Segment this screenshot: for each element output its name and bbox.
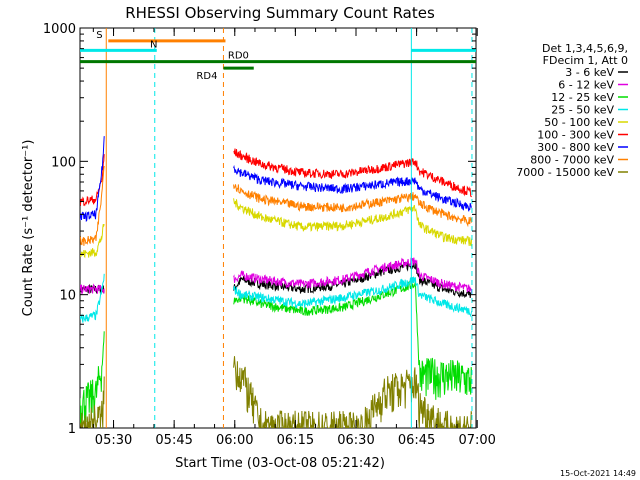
series-line-100-300-kev-2 xyxy=(233,148,472,198)
legend-entry-100-300-kev: 100 - 300 keV xyxy=(537,129,614,142)
y-tick-label-3: 100 xyxy=(51,155,76,170)
indicator-label-s: S xyxy=(96,30,102,41)
series-line-12-25-kev-2 xyxy=(233,280,473,400)
series-line-25-50-kev-2 xyxy=(233,275,473,318)
series-line-25-50-kev-1 xyxy=(80,273,105,323)
timestamp: 15-Oct-2021 14:49 xyxy=(560,469,636,478)
legend-entry-3-6-kev: 3 - 6 keV xyxy=(565,66,614,79)
series-line-800-7000-kev-1 xyxy=(80,165,105,246)
legend-entry-12-25-kev: 12 - 25 keV xyxy=(551,91,614,104)
x-axis-label: Start Time (03-Oct-08 05:21:42) xyxy=(175,456,385,471)
x-tick-label-6: 06:45 xyxy=(398,433,435,448)
x-tick-label-2: 05:45 xyxy=(155,433,192,448)
indicator-label-rd0: RD0 xyxy=(228,51,249,62)
x-tick-label-7: 07:00 xyxy=(458,433,495,448)
series-line-300-800-kev-1 xyxy=(80,136,105,223)
series-line-6-12-kev-2 xyxy=(233,257,473,294)
y-tick-label-4: 1000 xyxy=(43,22,76,37)
legend-entry-25-50-kev: 25 - 50 keV xyxy=(551,104,614,117)
legend-header-1: Det 1,3,4,5,6,9, xyxy=(542,42,628,55)
plot-content xyxy=(80,28,476,428)
indicator-label-n: N xyxy=(150,39,157,50)
x-tick-label-5: 06:30 xyxy=(337,433,374,448)
series-line-50-100-kev-2 xyxy=(233,198,473,247)
plot-area: S N RD0 RD4 xyxy=(79,27,477,429)
series-line-300-800-kev-2 xyxy=(233,164,473,212)
series-line-50-100-kev-1 xyxy=(80,223,105,259)
series-line-6-12-kev-1 xyxy=(80,283,105,296)
legend-entry-300-800-kev: 300 - 800 keV xyxy=(537,141,614,154)
legend: Det 1,3,4,5,6,9,FDecim 1, Att 03 - 6 keV… xyxy=(516,42,628,179)
x-axis: 05:30 05:45 06:00 06:15 06:30 06:45 07:00 xyxy=(92,28,496,448)
plot-frame xyxy=(79,27,477,429)
y-tick-label-2: 10 xyxy=(59,289,76,304)
series-line-3-6-kev-2 xyxy=(233,261,473,299)
legend-entry-800-7000-kev: 800 - 7000 keV xyxy=(530,154,614,167)
chart-title: RHESSI Observing Summary Count Rates xyxy=(125,4,435,22)
series-line-7000-15000-kev-1 xyxy=(80,376,105,428)
y-axis-label: Count Rate (s⁻¹ detector⁻¹) xyxy=(21,140,36,317)
y-tick-label-1: 1 xyxy=(68,422,76,437)
series-line-800-7000-kev-2 xyxy=(233,184,473,228)
series-line-12-25-kev-1 xyxy=(80,331,105,426)
legend-header-2: FDecim 1, Att 0 xyxy=(543,54,628,67)
legend-entry-7000-15000-kev: 7000 - 15000 keV xyxy=(516,166,614,179)
x-tick-label-4: 06:15 xyxy=(277,433,314,448)
y-axis: 1 10 100 1000 xyxy=(43,22,476,437)
indicator-label-rd4: RD4 xyxy=(196,71,217,82)
legend-entry-50-100-kev: 50 - 100 keV xyxy=(544,116,614,129)
x-tick-label-3: 06:00 xyxy=(216,433,253,448)
series-line-7000-15000-kev-2 xyxy=(233,356,473,428)
legend-entry-6-12-kev: 6 - 12 keV xyxy=(558,79,614,92)
x-tick-label-1: 05:30 xyxy=(95,433,132,448)
